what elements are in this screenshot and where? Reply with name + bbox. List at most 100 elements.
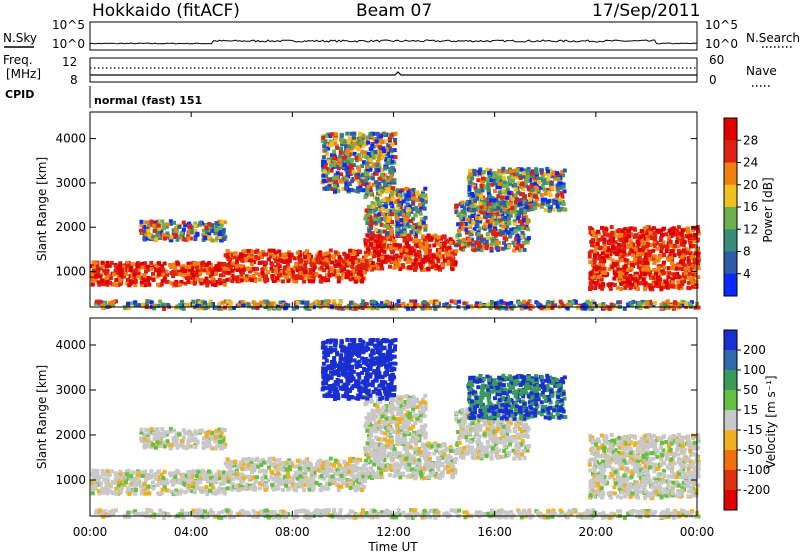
heatmap-cell	[497, 168, 502, 173]
heatmap-cell	[642, 269, 647, 274]
heatmap-cell	[215, 279, 220, 284]
heatmap-cell	[453, 251, 458, 256]
heatmap-cell	[677, 251, 682, 256]
heatmap-cell	[138, 265, 143, 270]
heatmap-cell	[644, 225, 649, 230]
heatmap-cell	[139, 488, 144, 493]
heatmap-cell	[501, 176, 506, 181]
heatmap-cell	[384, 157, 388, 161]
heatmap-cell	[468, 208, 473, 213]
heatmap-cell	[357, 144, 362, 148]
heatmap-cell	[555, 204, 560, 209]
heatmap-cell	[519, 184, 524, 189]
heatmap-cell	[377, 156, 381, 161]
heatmap-cell	[556, 176, 561, 181]
heatmap-cell	[241, 254, 246, 259]
heatmap-cell	[501, 231, 505, 235]
heatmap-cell	[354, 249, 359, 254]
heatmap-cell	[280, 279, 285, 284]
heatmap-cell	[321, 155, 326, 160]
heatmap-cell	[339, 265, 344, 270]
heatmap-cell	[696, 258, 701, 263]
heatmap-cell	[655, 246, 660, 251]
heatmap-cell	[662, 244, 667, 249]
heatmap-cell	[308, 271, 313, 276]
heatmap-cell	[215, 490, 220, 495]
heatmap-cell	[183, 477, 187, 482]
heatmap-cell	[475, 170, 480, 175]
heatmap-cell	[442, 302, 447, 307]
heatmap-cell	[490, 238, 495, 243]
heatmap-cell	[318, 274, 323, 279]
heatmap-cell	[548, 193, 553, 198]
heatmap-cell	[172, 490, 177, 495]
heatmap-cell	[548, 168, 553, 173]
heatmap-cell	[398, 267, 403, 271]
heatmap-cell	[461, 216, 466, 221]
heatmap-cell	[685, 250, 689, 255]
heatmap-cell	[270, 301, 275, 306]
heatmap-cell	[551, 198, 556, 203]
heatmap-cell	[397, 202, 402, 207]
heatmap-cell	[427, 248, 432, 253]
colorbar-swatch	[724, 273, 737, 297]
heatmap-cell	[286, 303, 291, 308]
heatmap-cell	[172, 478, 177, 483]
heatmap-cell	[530, 171, 535, 176]
heatmap-cell	[204, 262, 209, 267]
heatmap-cell	[358, 185, 363, 190]
heatmap-cell	[390, 212, 394, 217]
heatmap-cell	[179, 280, 184, 284]
heatmap-cell	[153, 226, 158, 231]
heatmap-cell	[333, 132, 338, 137]
heatmap-cell	[444, 238, 449, 243]
heatmap-cell	[482, 206, 487, 211]
heatmap-cell	[255, 306, 260, 311]
heatmap-cell	[374, 234, 379, 239]
heatmap-cell	[149, 475, 154, 480]
heatmap-cell	[149, 300, 154, 305]
heatmap-cell	[620, 243, 625, 248]
heatmap-cell	[342, 261, 347, 266]
heatmap-cell	[475, 216, 479, 221]
heatmap-cell	[174, 279, 179, 284]
heatmap-cell	[628, 281, 633, 286]
heatmap-cell	[331, 255, 336, 260]
heatmap-cell	[686, 229, 691, 234]
heatmap-cell	[562, 168, 567, 173]
heatmap-cell	[470, 242, 475, 247]
heatmap-cell	[625, 283, 630, 288]
heatmap-cell	[297, 253, 302, 258]
heatmap-cell	[193, 229, 198, 233]
heatmap-cell	[404, 186, 409, 191]
heatmap-cell	[695, 237, 700, 242]
heatmap-cell	[374, 238, 379, 243]
heatmap-cell	[391, 209, 396, 214]
heatmap-cell	[169, 238, 174, 243]
heatmap-cell	[327, 270, 332, 275]
heatmap-cell	[421, 220, 426, 225]
heatmap-cell	[118, 481, 123, 486]
heatmap-cell	[464, 202, 469, 207]
heatmap-cell	[497, 240, 502, 245]
heatmap-cell	[330, 260, 335, 265]
heatmap-cell	[127, 492, 132, 496]
heatmap-cell	[370, 143, 375, 148]
heatmap-cell	[348, 163, 353, 168]
heatmap-cell	[676, 249, 681, 253]
heatmap-cell	[654, 271, 659, 276]
heatmap-cell	[656, 276, 661, 281]
heatmap-cell	[345, 274, 350, 279]
heatmap-cell	[695, 261, 700, 266]
heatmap-cell	[428, 306, 433, 311]
heatmap-cell	[369, 300, 374, 305]
heatmap-cell	[210, 238, 215, 243]
heatmap-cell	[440, 243, 444, 248]
heatmap-cell	[624, 238, 629, 243]
heatmap-cell	[210, 271, 215, 275]
heatmap-cell	[519, 234, 523, 239]
heatmap-cell	[520, 230, 525, 235]
heatmap-cell	[143, 491, 148, 496]
heatmap-cell	[327, 177, 332, 182]
